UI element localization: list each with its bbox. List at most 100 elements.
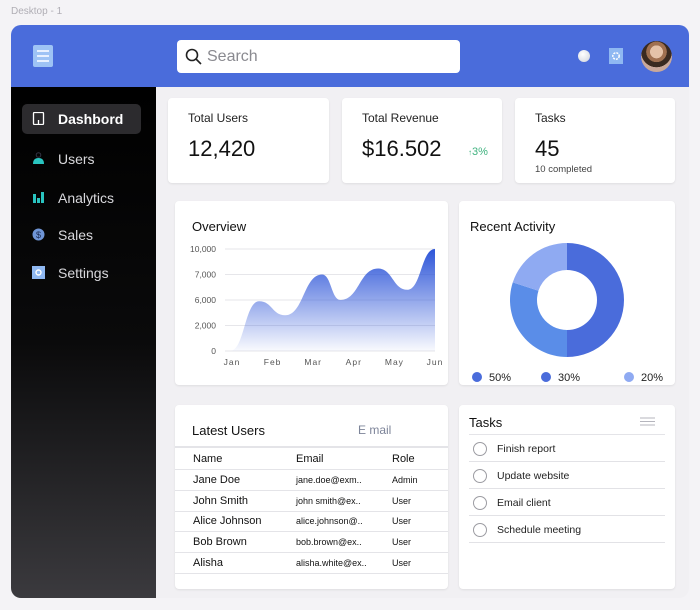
divider bbox=[175, 531, 448, 533]
donut-slice bbox=[510, 282, 567, 357]
sidebar: Dashbord Users Analytics $ Sales Setting… bbox=[11, 87, 156, 598]
stat-title: Total Revenue bbox=[362, 111, 439, 125]
sidebar-item-label: Settings bbox=[58, 265, 109, 281]
stat-value: 45 bbox=[535, 136, 560, 161]
sidebar-item-settings[interactable]: Settings bbox=[22, 258, 141, 288]
donut-chart: 50% 30% 20% bbox=[472, 243, 663, 384]
table-cell: Admin bbox=[392, 475, 418, 485]
column-header[interactable]: Role bbox=[392, 453, 415, 465]
table-cell: User bbox=[392, 516, 412, 527]
table-cell: john smith@ex.. bbox=[296, 495, 361, 506]
stat-value: 12,420 bbox=[188, 136, 256, 161]
gear-icon bbox=[32, 266, 45, 279]
legend-dot bbox=[624, 372, 634, 382]
y-tick-label: 10,000 bbox=[190, 244, 216, 254]
svg-text:$: $ bbox=[36, 230, 41, 240]
divider bbox=[175, 490, 448, 491]
x-tick-label: Feb bbox=[264, 357, 282, 367]
table-cell: Bob Brown bbox=[193, 536, 247, 549]
x-tick-label: Jun bbox=[427, 357, 444, 367]
sidebar-item-label: Users bbox=[58, 151, 95, 167]
legend-label: 50% bbox=[489, 372, 511, 384]
avatar[interactable] bbox=[641, 41, 672, 72]
y-tick-label: 6,000 bbox=[195, 295, 217, 305]
task-item[interactable]: Finish report bbox=[469, 435, 665, 462]
sidebar-item-label: Analytics bbox=[58, 190, 115, 206]
column-header[interactable]: Email bbox=[296, 453, 324, 465]
user-icon bbox=[33, 152, 44, 164]
divider bbox=[175, 572, 448, 574]
table-cell: Jane Doe bbox=[193, 474, 241, 486]
table-cell: alice.johnson@.. bbox=[296, 516, 363, 527]
area-chart: 0 2,000 6,000 7,000 10,000 Jan Feb Mar Apr May Jun bbox=[190, 244, 444, 367]
divider bbox=[175, 510, 448, 512]
card-title: Latest Users bbox=[192, 423, 265, 438]
table-cell: jane.doe@exm.. bbox=[296, 475, 362, 485]
stat-card-total-users: Total Users 12,420 bbox=[168, 98, 329, 183]
checkbox-circle-icon[interactable] bbox=[473, 469, 487, 483]
overview-card: Overview 0 2,000 6,000 7,000 10,000 Jan Feb Mar… bbox=[175, 201, 448, 385]
sidebar-item-sales[interactable]: $ Sales bbox=[22, 220, 141, 250]
search-bar[interactable] bbox=[177, 40, 460, 73]
table-cell: bob.brown@ex.. bbox=[296, 537, 362, 548]
task-item[interactable]: Email client bbox=[469, 489, 665, 516]
table-cell: John Smith bbox=[193, 494, 249, 507]
task-label: Update website bbox=[497, 470, 570, 482]
x-tick-label: Apr bbox=[346, 357, 362, 367]
frame-label: Desktop - 1 bbox=[11, 6, 63, 17]
email-filter[interactable]: E mail bbox=[358, 423, 392, 437]
search-input[interactable] bbox=[207, 46, 447, 68]
stat-subtext: 10 completed bbox=[535, 164, 593, 175]
legend-dot bbox=[472, 372, 482, 382]
recent-activity-card: Recent Activity 50% 30% 20% bbox=[459, 201, 675, 385]
column-header[interactable]: Name bbox=[193, 453, 223, 465]
table-cell: Alisha bbox=[193, 556, 223, 569]
task-item[interactable]: Update website bbox=[469, 462, 665, 489]
x-tick-label: May bbox=[385, 357, 404, 367]
divider bbox=[175, 552, 448, 554]
sidebar-item-analytics[interactable]: Analytics bbox=[22, 183, 141, 213]
tasks-card: Tasks Finish report Update website Email c… bbox=[459, 405, 675, 589]
checkbox-circle-icon[interactable] bbox=[473, 523, 487, 537]
task-item[interactable]: Schedule meeting bbox=[469, 516, 665, 543]
stat-card-total-revenue: Total Revenue $16.502 ↑3% bbox=[342, 98, 502, 183]
checkbox-circle-icon[interactable] bbox=[473, 442, 487, 456]
y-tick-label: 2,000 bbox=[195, 321, 217, 331]
card-title: Recent Activity bbox=[470, 219, 556, 234]
task-label: Finish report bbox=[497, 443, 556, 455]
stat-title: Tasks bbox=[535, 111, 566, 125]
search-icon bbox=[185, 48, 202, 65]
hamburger-menu-icon[interactable] bbox=[33, 45, 53, 67]
stat-card-tasks: Tasks 45 10 completed bbox=[515, 98, 675, 183]
sidebar-item-users[interactable]: Users bbox=[22, 144, 141, 174]
tablet-icon bbox=[32, 112, 45, 125]
up-arrow-icon: ↑ bbox=[468, 148, 472, 157]
dollar-coin-icon: $ bbox=[32, 228, 45, 241]
divider bbox=[175, 469, 448, 470]
table-cell: User bbox=[392, 537, 412, 548]
legend-label: 20% bbox=[641, 372, 663, 384]
change-value: 3% bbox=[472, 146, 488, 158]
list-menu-icon[interactable] bbox=[640, 417, 655, 426]
stat-title: Total Users bbox=[188, 111, 249, 125]
table-cell: alisha.white@ex.. bbox=[296, 557, 367, 568]
y-tick-label: 7,000 bbox=[195, 270, 217, 280]
table-cell: User bbox=[392, 495, 412, 506]
sidebar-item-dashboard[interactable]: Dashbord bbox=[22, 104, 141, 134]
settings-gear-icon[interactable] bbox=[609, 48, 623, 64]
divider bbox=[175, 446, 448, 448]
sidebar-item-label: Sales bbox=[58, 227, 94, 243]
x-tick-label: Mar bbox=[304, 357, 322, 367]
legend-label: 30% bbox=[558, 372, 580, 384]
task-label: Schedule meeting bbox=[497, 524, 582, 536]
donut-slice bbox=[567, 243, 624, 357]
y-tick-label: 0 bbox=[211, 346, 216, 356]
stat-value: $16.502 bbox=[362, 136, 442, 161]
notification-icon[interactable] bbox=[578, 50, 590, 62]
card-title: Tasks bbox=[469, 415, 503, 430]
checkbox-circle-icon[interactable] bbox=[473, 496, 487, 510]
table-cell: User bbox=[392, 557, 412, 568]
table-cell: Alice Johnson bbox=[193, 515, 262, 528]
task-label: Email client bbox=[497, 497, 551, 509]
area-series bbox=[229, 249, 435, 351]
